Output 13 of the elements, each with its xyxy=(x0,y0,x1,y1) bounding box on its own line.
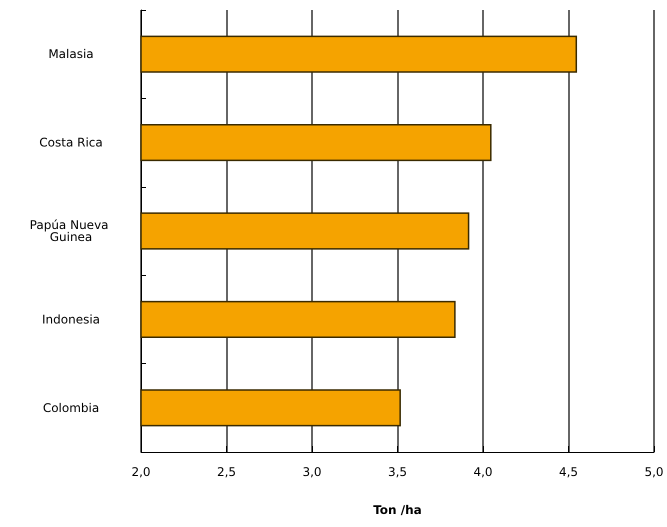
x-tick-label: 2,0 xyxy=(131,465,151,479)
x-tick-label: 5,0 xyxy=(644,465,664,479)
y-tick-label: Costa Rica xyxy=(39,136,103,150)
x-tick-label: 4,5 xyxy=(558,465,578,479)
x-tick-label: 4,0 xyxy=(473,465,493,479)
x-tick-label: 3,0 xyxy=(302,465,322,479)
x-tick-label: 2,5 xyxy=(216,465,236,479)
x-tick-label: 3,5 xyxy=(388,465,408,479)
y-tick-label: Indonesia xyxy=(42,312,100,326)
y-tick-label: Papúa Nueva Guinea xyxy=(30,218,112,244)
x-axis-title: Ton /ha xyxy=(373,503,422,517)
y-tick-label: Malasia xyxy=(48,47,94,62)
y-tick-label: Colombia xyxy=(42,400,100,415)
